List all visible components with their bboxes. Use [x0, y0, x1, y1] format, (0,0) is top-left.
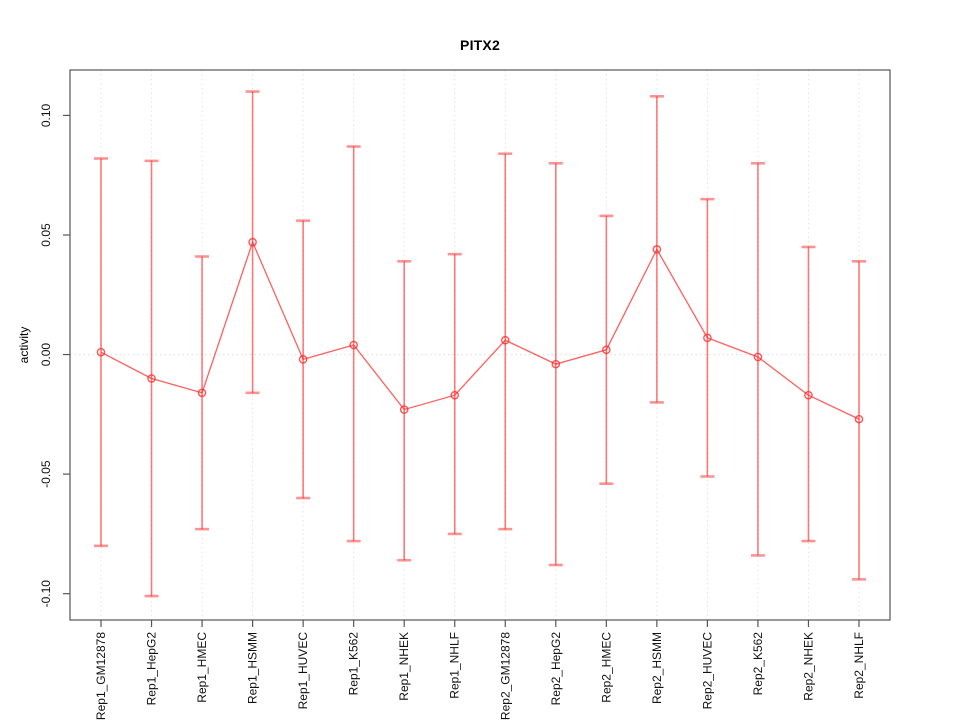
data-point [248, 237, 257, 247]
x-tick-label: Rep1_HUVEC [296, 632, 310, 710]
data-point [652, 245, 662, 254]
chart-title: PITX2 [460, 37, 500, 53]
y-tick-label: -0.05 [39, 460, 53, 488]
data-point [349, 340, 358, 350]
x-tick-label: Rep2_NHLF [852, 632, 866, 699]
data-point [96, 347, 106, 357]
data-point [551, 359, 561, 369]
data-point [854, 414, 864, 424]
x-tick-label: Rep1_GM12878 [94, 632, 108, 720]
x-tick-label: Rep2_K562 [751, 632, 765, 696]
data-point [147, 374, 156, 383]
y-tick-label: 0.10 [39, 103, 53, 127]
data-point [804, 390, 813, 400]
x-tick-label: Rep1_HepG2 [145, 632, 159, 706]
x-tick-label: Rep1_HSMM [246, 632, 260, 704]
data-point [298, 355, 308, 364]
data-point [753, 352, 763, 362]
data-point [500, 335, 510, 345]
x-tick-label: Rep2_HSMM [650, 632, 664, 704]
y-tick-label: 0.05 [39, 223, 53, 247]
x-tick-label: Rep2_HUVEC [700, 632, 714, 710]
data-point [197, 388, 207, 398]
x-tick-label: Rep2_GM12878 [498, 632, 512, 720]
data-point [399, 405, 409, 414]
x-tick-label: Rep2_HepG2 [549, 632, 563, 706]
series-line [100, 240, 860, 420]
x-tick-label: Rep2_HMEC [599, 632, 613, 703]
data-point [602, 345, 611, 355]
data-point [703, 333, 712, 343]
y-tick-label: -0.10 [39, 580, 53, 608]
x-tick-label: Rep2_NHEK [801, 632, 815, 701]
x-tick-label: Rep1_HMEC [195, 632, 209, 703]
data-point [450, 390, 460, 400]
x-tick-label: Rep1_NHLF [448, 632, 462, 699]
x-tick-label: Rep1_NHEK [397, 632, 411, 701]
y-tick-label: 0.00 [39, 343, 53, 367]
plot-box [69, 69, 891, 621]
y-axis-label: activity [17, 326, 31, 364]
x-tick-label: Rep1_K562 [347, 632, 361, 696]
